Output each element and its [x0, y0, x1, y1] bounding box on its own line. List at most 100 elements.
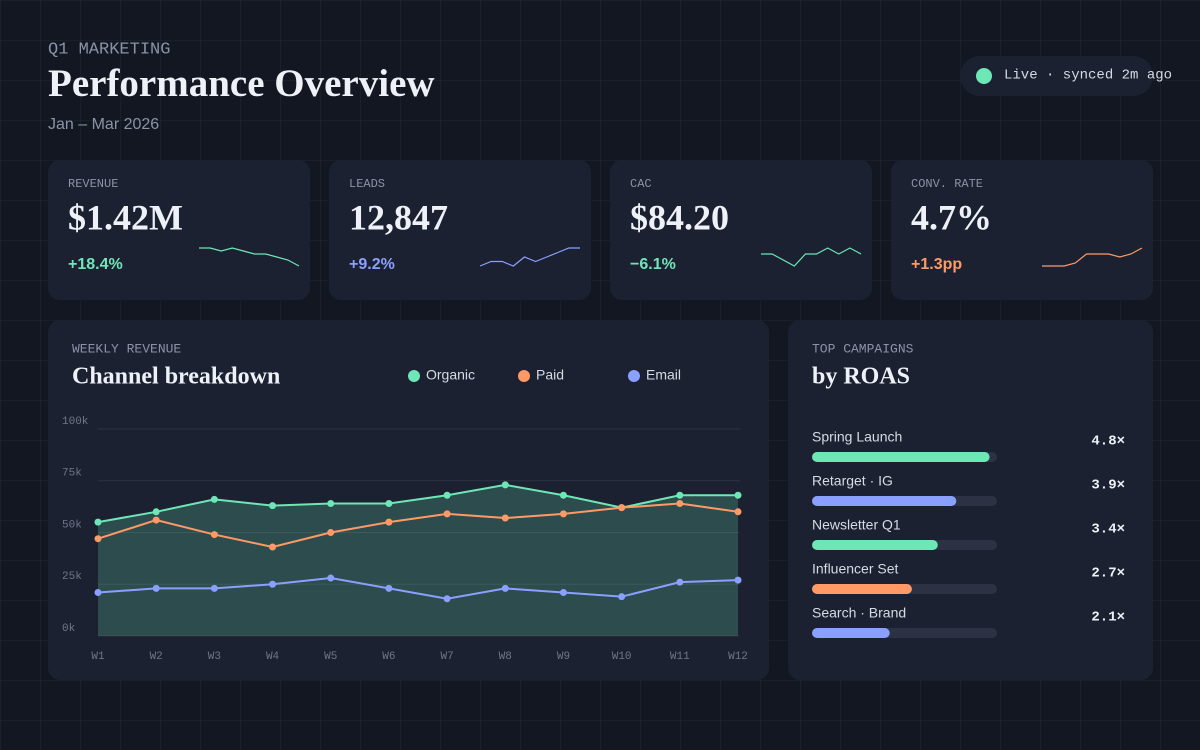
kpi-card: [329, 160, 591, 300]
point: [152, 516, 160, 524]
sparkline: [199, 247, 300, 267]
point: [618, 504, 626, 512]
bar: [812, 584, 912, 594]
y-tick-label: 50k: [62, 519, 82, 531]
kpi-label: REVENUE: [68, 177, 118, 191]
campaigns-eyebrow: TOP CAMPAIGNS: [812, 341, 914, 356]
x-tick-label: W1: [91, 651, 105, 663]
point: [676, 500, 684, 508]
legend-label: Email: [646, 367, 681, 383]
x-tick-label: W5: [324, 651, 337, 663]
point: [501, 584, 509, 592]
line: [97, 502, 739, 549]
point: [734, 491, 742, 499]
x-tick-label: W11: [670, 651, 690, 663]
point: [152, 584, 160, 592]
sparkline: [761, 247, 862, 267]
point: [327, 529, 335, 536]
x-tick-label: W8: [499, 651, 512, 663]
kpi-value: $1.42M: [68, 197, 183, 237]
y-tick-label: 75k: [62, 468, 82, 480]
point: [676, 578, 684, 586]
kpi-card: [48, 160, 310, 300]
kpi-label: CAC: [630, 177, 652, 191]
point: [94, 518, 102, 526]
point: [269, 580, 277, 588]
bar: [812, 452, 990, 462]
sparkline: [479, 247, 580, 267]
kpi-label: LEADS: [349, 177, 385, 191]
status-dot: [976, 68, 992, 84]
x-tick-label: W7: [440, 651, 453, 663]
point: [94, 535, 102, 543]
y-tick-label: 0k: [62, 623, 76, 635]
line: [97, 577, 739, 600]
kpi-change: −6.1%: [630, 256, 676, 273]
campaign-name: Retarget · IG: [812, 473, 893, 489]
point: [501, 514, 509, 522]
point: [559, 589, 567, 597]
point: [443, 491, 451, 499]
chart-eyebrow: WEEKLY REVENUE: [72, 341, 181, 356]
point: [734, 576, 742, 584]
status-text: Live · synced 2m ago: [1004, 68, 1172, 84]
bar: [812, 628, 890, 638]
campaign-name: Search · Brand: [812, 605, 906, 621]
campaigns-title: by ROAS: [812, 364, 910, 390]
point: [327, 500, 335, 508]
status-pill: [960, 56, 1153, 96]
sparkline: [1042, 247, 1143, 267]
campaign-name: Spring Launch: [812, 429, 902, 445]
point: [269, 543, 277, 551]
kpi-change: +18.4%: [68, 256, 123, 273]
point: [385, 584, 393, 592]
legend-swatch: [408, 370, 420, 382]
legend-label: Paid: [536, 367, 564, 383]
roas-label: 2.1×: [1091, 610, 1125, 626]
roas-label: 3.9×: [1091, 478, 1125, 494]
point: [385, 500, 393, 508]
x-tick-label: W9: [557, 651, 570, 663]
y-tick-label: 100k: [62, 416, 89, 428]
chart-title: Channel breakdown: [72, 364, 280, 390]
legend-swatch: [628, 370, 640, 382]
kpi-value: 12,847: [349, 197, 448, 237]
kpi-label: CONV. RATE: [911, 177, 983, 191]
kpi-change: +1.3pp: [911, 256, 962, 273]
point: [559, 491, 567, 499]
x-tick-label: W6: [382, 651, 395, 663]
campaign-name: Newsletter Q1: [812, 517, 901, 533]
area: [98, 484, 738, 636]
kpi-card: [891, 160, 1153, 300]
point: [210, 531, 218, 539]
x-tick-label: W12: [728, 651, 748, 663]
x-tick-label: W10: [612, 651, 632, 663]
kpi-value: 4.7%: [911, 197, 992, 237]
kpi-card: [610, 160, 872, 300]
point: [559, 510, 567, 518]
point: [210, 584, 218, 592]
x-tick-label: W3: [208, 651, 221, 663]
x-tick-label: W4: [266, 651, 280, 663]
point: [269, 502, 277, 510]
point: [443, 510, 451, 518]
point: [443, 595, 451, 603]
point: [152, 508, 160, 516]
x-tick-label: W2: [150, 651, 163, 663]
eyebrow: Q1 MARKETING: [48, 40, 170, 59]
point: [210, 495, 218, 503]
date-range: Jan – Mar 2026: [48, 116, 159, 133]
point: [94, 589, 102, 597]
y-tick-label: 25k: [62, 571, 82, 583]
point: [327, 574, 335, 582]
point: [676, 491, 684, 499]
legend-label: Organic: [426, 367, 475, 383]
point: [734, 508, 742, 516]
roas-label: 4.8×: [1091, 434, 1125, 450]
point: [618, 593, 626, 601]
roas-label: 2.7×: [1091, 566, 1125, 582]
point: [385, 518, 393, 526]
line: [97, 483, 738, 524]
